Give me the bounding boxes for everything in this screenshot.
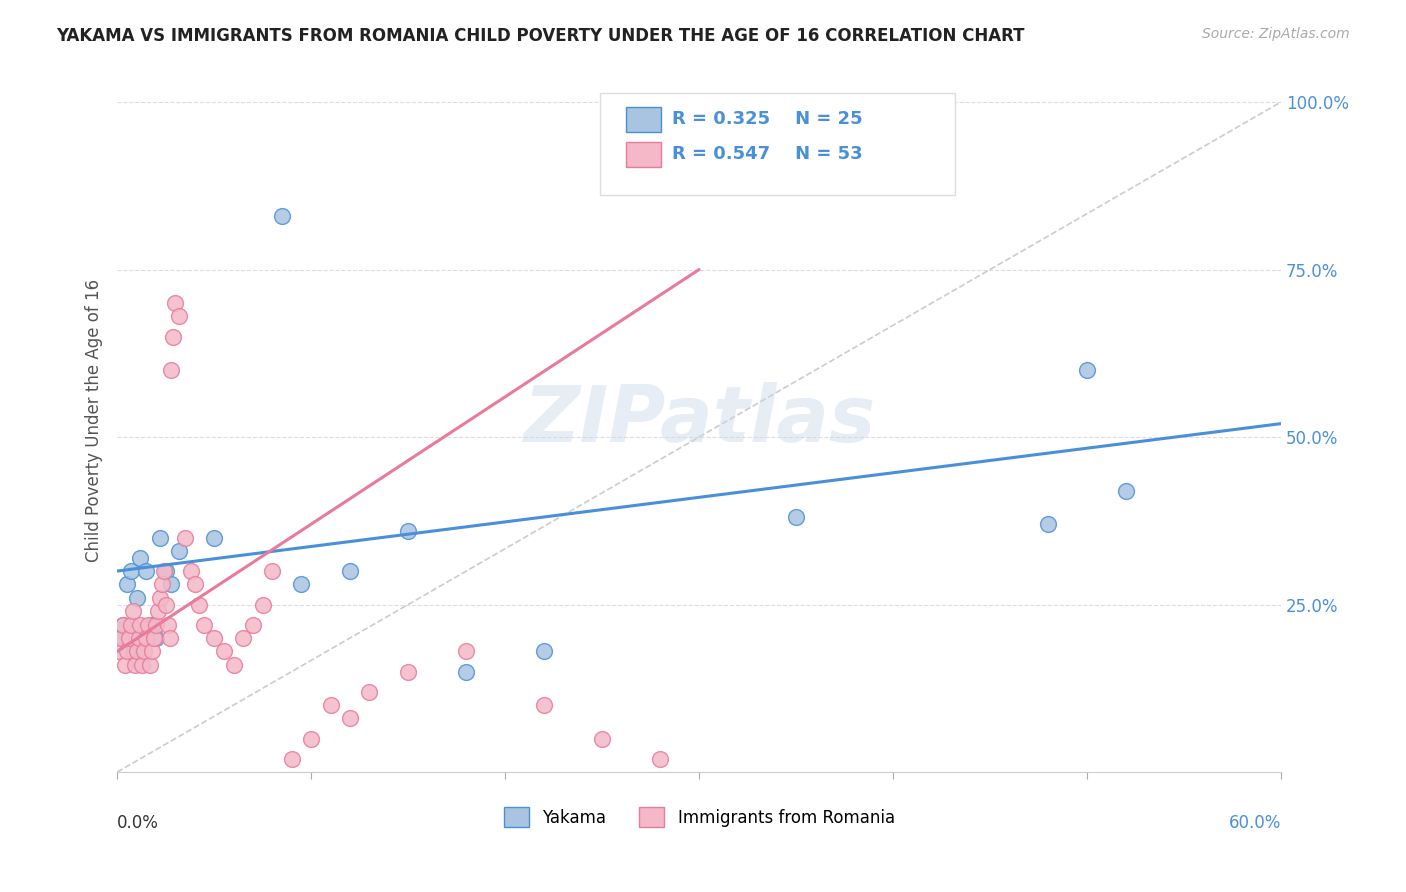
Point — [1076, 363, 1098, 377]
Point — [155, 598, 177, 612]
Y-axis label: Child Poverty Under the Age of 16: Child Poverty Under the Age of 16 — [86, 278, 103, 562]
Point — [180, 564, 202, 578]
Point — [136, 617, 159, 632]
Point — [150, 577, 173, 591]
Point — [319, 698, 342, 712]
Point — [121, 644, 143, 658]
Point — [1038, 517, 1060, 532]
Point — [184, 577, 207, 591]
Point — [591, 731, 613, 746]
Point — [1115, 483, 1137, 498]
Point — [125, 644, 148, 658]
Point — [135, 631, 157, 645]
Point — [212, 644, 235, 658]
Point — [135, 564, 157, 578]
Point — [110, 631, 132, 645]
Point — [111, 617, 134, 632]
Point — [139, 657, 162, 672]
Point — [456, 665, 478, 679]
Point — [149, 591, 172, 605]
FancyBboxPatch shape — [600, 93, 955, 195]
Point — [146, 604, 169, 618]
Point — [162, 329, 184, 343]
Point — [145, 617, 167, 632]
Point — [152, 564, 174, 578]
Point — [785, 510, 807, 524]
Legend: Yakama, Immigrants from Romania: Yakama, Immigrants from Romania — [496, 800, 901, 834]
Point — [129, 617, 152, 632]
Point — [149, 531, 172, 545]
Point — [456, 644, 478, 658]
Point — [290, 577, 312, 591]
Point — [115, 577, 138, 591]
Point — [115, 644, 138, 658]
Point — [143, 631, 166, 645]
Point — [129, 550, 152, 565]
Point — [156, 617, 179, 632]
Point — [187, 598, 209, 612]
Point — [120, 564, 142, 578]
Point — [252, 598, 274, 612]
Point — [299, 731, 322, 746]
Point — [145, 631, 167, 645]
Point — [160, 363, 183, 377]
Text: 0.0%: 0.0% — [117, 814, 159, 832]
Point — [160, 577, 183, 591]
Point — [159, 631, 181, 645]
Point — [155, 564, 177, 578]
Point — [396, 665, 419, 679]
Point — [118, 631, 141, 645]
Point — [141, 644, 163, 658]
Point — [281, 752, 304, 766]
Point — [110, 631, 132, 645]
Point — [125, 591, 148, 605]
Point — [202, 531, 225, 545]
Text: Source: ZipAtlas.com: Source: ZipAtlas.com — [1202, 27, 1350, 41]
Point — [193, 617, 215, 632]
Text: 60.0%: 60.0% — [1229, 814, 1281, 832]
Point — [262, 564, 284, 578]
Point — [396, 524, 419, 538]
Point — [128, 631, 150, 645]
Point — [141, 617, 163, 632]
Point — [121, 604, 143, 618]
Point — [124, 657, 146, 672]
Point — [271, 209, 294, 223]
Point — [167, 310, 190, 324]
Text: ZIPatlas: ZIPatlas — [523, 383, 875, 458]
Point — [650, 752, 672, 766]
Point — [202, 631, 225, 645]
Point — [339, 564, 361, 578]
Point — [111, 617, 134, 632]
Point — [114, 657, 136, 672]
Point — [222, 657, 245, 672]
Point — [134, 644, 156, 658]
Point — [165, 296, 187, 310]
Point — [242, 617, 264, 632]
Point — [359, 684, 381, 698]
Point — [167, 544, 190, 558]
Text: R = 0.325    N = 25: R = 0.325 N = 25 — [672, 111, 863, 128]
Point — [174, 531, 197, 545]
Point — [339, 711, 361, 725]
Point — [533, 698, 555, 712]
Point — [533, 644, 555, 658]
Text: YAKAMA VS IMMIGRANTS FROM ROMANIA CHILD POVERTY UNDER THE AGE OF 16 CORRELATION : YAKAMA VS IMMIGRANTS FROM ROMANIA CHILD … — [56, 27, 1025, 45]
Text: R = 0.547    N = 53: R = 0.547 N = 53 — [672, 145, 863, 163]
Point — [232, 631, 254, 645]
Point — [120, 617, 142, 632]
Bar — [626, 107, 661, 132]
Point — [131, 657, 153, 672]
Bar — [626, 143, 661, 167]
Point — [108, 644, 131, 658]
